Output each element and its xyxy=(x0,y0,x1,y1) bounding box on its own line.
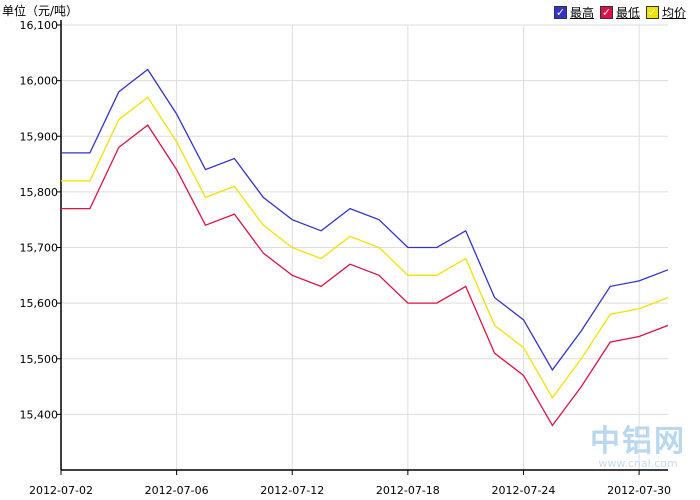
y-tick-label: 15,600 xyxy=(20,297,59,310)
y-tick-label: 15,700 xyxy=(20,242,59,255)
y-tick-label: 16,100 xyxy=(20,19,59,32)
x-tick-label: 2012-07-18 xyxy=(376,484,440,497)
checkbox-high-icon[interactable]: ✓ xyxy=(553,6,567,19)
grid-lines xyxy=(61,24,668,470)
x-axis: 2012-07-02 2012-07-06 2012-07-12 2012-07-18… xyxy=(29,469,671,497)
legend-label-high[interactable]: 最高 xyxy=(569,6,594,20)
series-line-high xyxy=(61,68,669,372)
legend-item-high[interactable]: ✓ 最高 xyxy=(553,4,594,21)
series-line-low xyxy=(61,124,669,427)
legend-item-low[interactable]: ✓ 最低 xyxy=(599,4,640,21)
y-tick-label: 15,500 xyxy=(20,353,59,366)
x-tick-label: 2012-07-06 xyxy=(145,484,209,497)
legend: ✓ 最高 ✓ 最低 ✓ 均价 xyxy=(553,4,686,21)
legend-item-avg[interactable]: ✓ 均价 xyxy=(645,4,686,21)
checkbox-avg-icon[interactable]: ✓ xyxy=(645,6,659,19)
x-tick-label: 2012-07-02 xyxy=(29,484,93,497)
x-tick-label: 2012-07-24 xyxy=(492,484,556,497)
legend-label-avg[interactable]: 均价 xyxy=(661,6,686,20)
legend-label-low[interactable]: 最低 xyxy=(615,6,640,20)
y-tick-label: 16,000 xyxy=(20,75,59,88)
x-tick-label: 2012-07-12 xyxy=(260,484,324,497)
y-tick-label: 15,900 xyxy=(20,130,59,143)
y-tick-label: 15,800 xyxy=(20,186,59,199)
y-axis: 15,400 15,500 15,600 15,700 15,800 15,900 16,0… xyxy=(20,19,62,470)
series-lines xyxy=(61,68,669,427)
y-tick-label: 15,400 xyxy=(20,408,59,421)
checkbox-low-icon[interactable]: ✓ xyxy=(599,6,613,19)
y-unit-label: 单位（元/吨） xyxy=(2,4,79,18)
x-tick-label: 2012-07-30 xyxy=(607,484,671,497)
series-line-avg xyxy=(61,96,669,399)
